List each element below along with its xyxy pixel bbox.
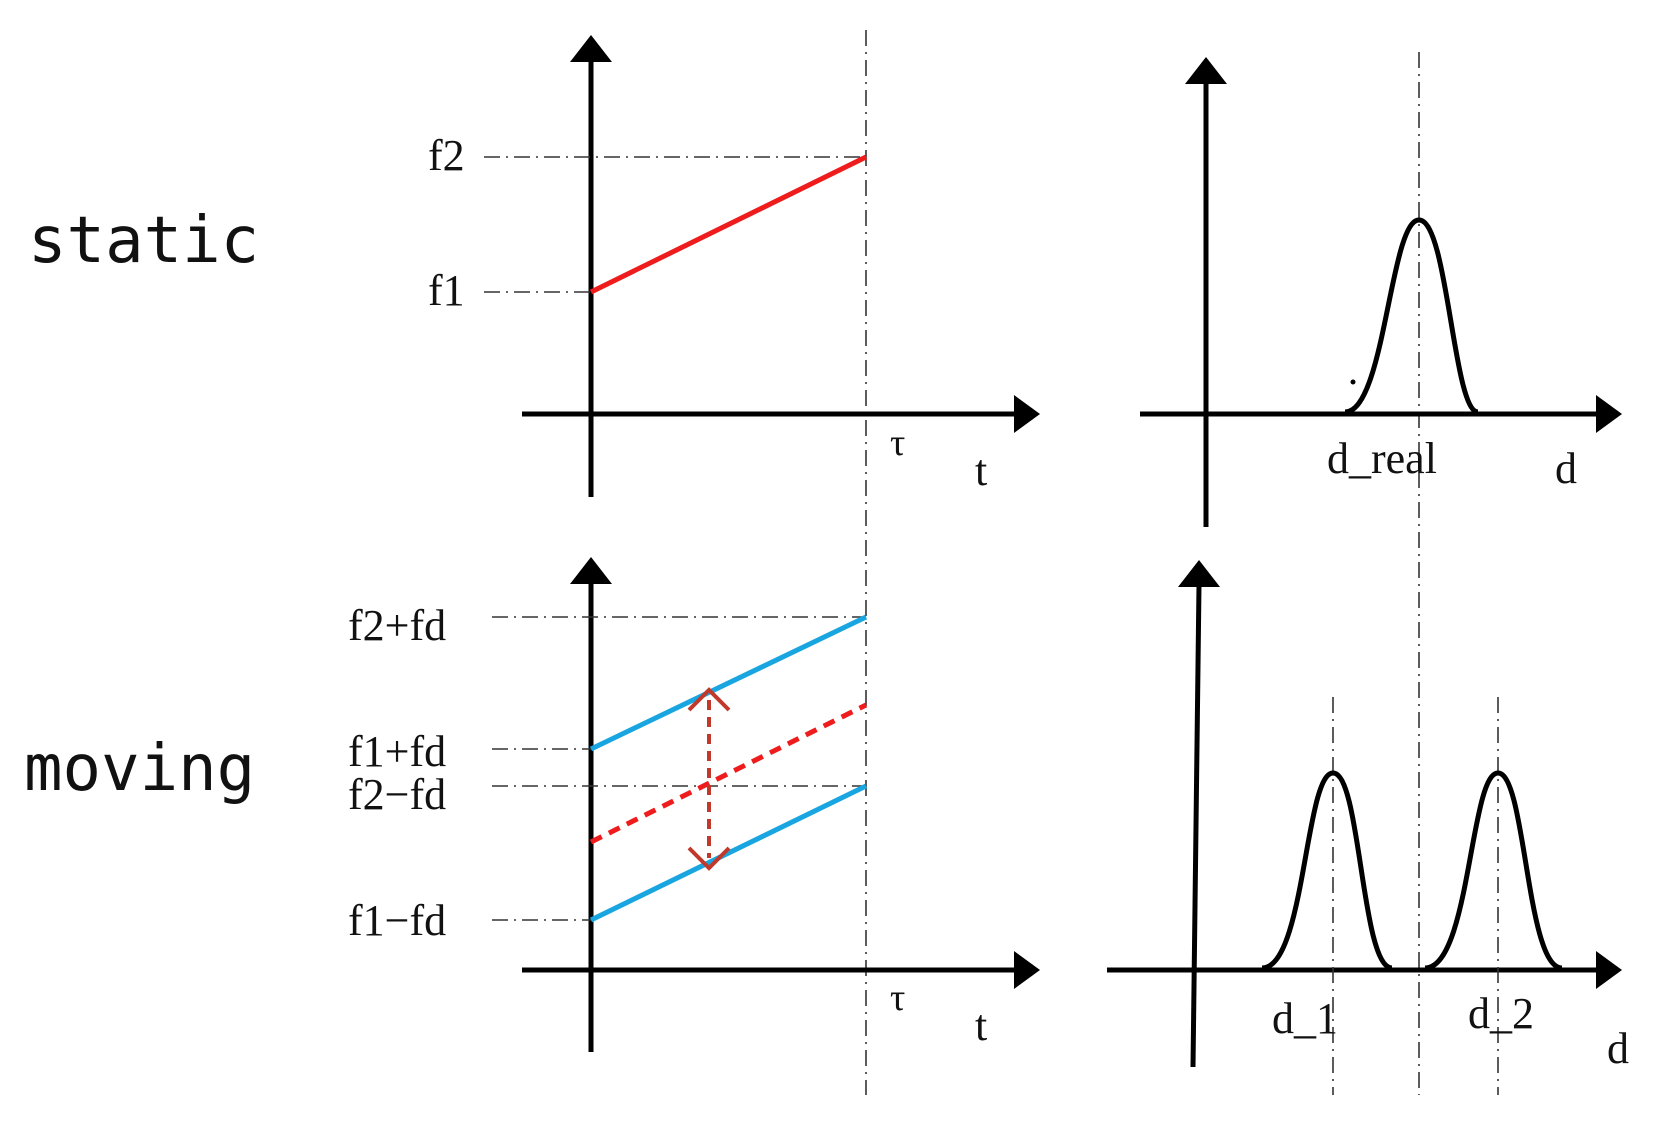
moving-chirp-upper-line: [589, 614, 868, 752]
row-label-static: static: [28, 204, 259, 278]
label-d2: d_2: [1468, 989, 1534, 1038]
moving-chirp-reference-line: [589, 702, 868, 845]
label-f2-plus-fd: f2+fd: [348, 601, 446, 650]
moving-spectrum-y-axis: [1190, 584, 1202, 1068]
label-f1-plus-fd: f1+fd: [348, 727, 446, 776]
static-chirp-y-axis-arrow-icon: [570, 35, 612, 62]
label-d-real: d_real: [1327, 434, 1437, 483]
static-chirp-line: [589, 154, 868, 295]
static-spectrum-plot: d_real d: [1140, 57, 1622, 527]
moving-spectrum-peak-d2: [1424, 770, 1563, 971]
moving-spectrum-x-axis-arrow-icon: [1596, 951, 1622, 989]
row-label-moving: moving: [24, 732, 255, 806]
moving-spectrum-peak-d1: [1261, 770, 1393, 971]
label-d1: d_1: [1272, 994, 1338, 1043]
label-t-static: t: [975, 446, 987, 495]
moving-spectrum-y-axis-arrow-icon: [1178, 560, 1220, 587]
doppler-arrow-up-icon: [687, 687, 731, 712]
static-chirp-plot: f2 f1 τ t: [428, 35, 1040, 497]
label-f2-minus-fd: f2−fd: [348, 770, 446, 819]
doppler-arrow-down-icon: [687, 846, 731, 871]
static-spectrum-y-axis-arrow-icon: [1185, 57, 1227, 84]
label-f1-minus-fd: f1−fd: [348, 896, 446, 945]
label-t-moving: t: [975, 1001, 987, 1050]
moving-chirp-y-axis-arrow-icon: [570, 557, 612, 584]
moving-spectrum-plot: d_1 d_2 d: [1107, 560, 1629, 1095]
label-f2: f2: [428, 131, 465, 180]
label-tau-moving: τ: [890, 977, 905, 1019]
moving-chirp-plot: f2+fd f1+fd f2−fd f1−fd τ t: [348, 557, 1040, 1052]
moving-chirp-lower-line: [589, 783, 868, 923]
label-d-moving: d: [1607, 1024, 1629, 1073]
label-f1: f1: [428, 266, 465, 315]
moving-chirp-x-axis-arrow-icon: [1014, 951, 1040, 989]
label-tau-static: τ: [890, 422, 905, 464]
label-d-static: d: [1555, 444, 1577, 493]
static-spectrum-x-axis-arrow-icon: [1596, 395, 1622, 433]
static-spectrum-dot: [1350, 379, 1356, 385]
static-spectrum-peak: [1344, 217, 1480, 415]
static-chirp-x-axis-arrow-icon: [1014, 395, 1040, 433]
doppler-shift-arrow: [687, 687, 731, 871]
